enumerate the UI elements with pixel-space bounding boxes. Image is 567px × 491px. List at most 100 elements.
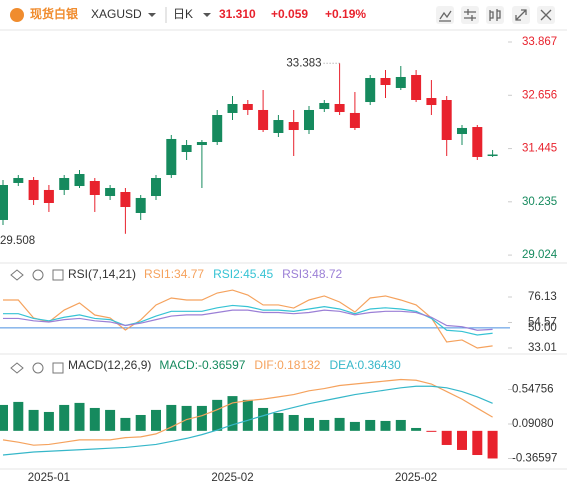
macd-controls[interactable] (10, 362, 64, 374)
histogram-bar (59, 404, 70, 431)
histogram-bar (441, 430, 452, 445)
eye-icon[interactable] (10, 362, 24, 374)
y-tick-label: 54.57 (528, 317, 557, 329)
candle-body (105, 187, 116, 197)
candle-body (441, 100, 452, 140)
chart-type-icon[interactable] (489, 9, 501, 21)
histogram-bar (89, 407, 100, 431)
logo-text: 现货白银 (30, 6, 79, 21)
histogram-bar (487, 430, 498, 459)
indicator-line (3, 309, 493, 331)
candle-body (0, 185, 8, 220)
legend-entry: RSI3:48.72 (282, 267, 342, 281)
indicator-button[interactable] (461, 6, 479, 24)
candle-body (181, 145, 192, 153)
candle-body (426, 98, 437, 106)
max-label: 33.383 (286, 57, 321, 69)
candle-body (212, 115, 223, 143)
histogram-bar (212, 399, 223, 431)
menu-icon[interactable] (52, 269, 64, 281)
histogram-bar (273, 412, 284, 431)
candle-body (227, 104, 238, 113)
rsi-controls[interactable] (10, 269, 64, 281)
settings-icon[interactable] (32, 362, 44, 374)
histogram-bar (105, 409, 116, 431)
histogram-bar (411, 427, 422, 431)
legend-entry: DEA:0.36430 (329, 358, 401, 372)
price: 31.310 (219, 7, 256, 21)
legend-entry: DIF:0.18132 (254, 358, 320, 372)
chart-type-button[interactable] (486, 6, 504, 24)
histogram-bar (43, 411, 54, 431)
y-tick-label: 32.656 (522, 89, 557, 101)
candle-body (59, 178, 70, 190)
y-tick-label: 0.54756 (512, 384, 554, 396)
candle-body (151, 178, 161, 197)
histogram-bar (166, 404, 177, 431)
histogram-bar (395, 419, 406, 431)
fullscreen-icon[interactable] (515, 9, 527, 21)
histogram-bar (196, 405, 207, 431)
histogram-bar (120, 417, 131, 431)
dropdown-arrow[interactable] (203, 13, 211, 17)
indicator-line (2, 385, 493, 456)
draw-icon[interactable] (439, 10, 452, 22)
candle-body (258, 109, 269, 131)
period[interactable]: 日K (173, 7, 193, 21)
histogram-bar (258, 407, 269, 431)
histogram-bar (365, 419, 376, 431)
candle-body (242, 104, 253, 110)
candle-body (457, 127, 467, 135)
settings-icon[interactable] (32, 269, 44, 281)
y-tick-label: 50.00 (528, 322, 557, 334)
candle-body (74, 174, 85, 187)
y-tick-label: 30.235 (522, 196, 557, 208)
candle-body (135, 197, 146, 213)
indicator-icon[interactable] (464, 9, 476, 21)
histogram-bar (0, 404, 8, 431)
x-tick-label: 2025-02 (395, 472, 437, 484)
candle-body (395, 76, 406, 88)
candle-body (288, 121, 299, 131)
x-tick-label: 2025-01 (28, 472, 70, 484)
toolbar: 现货白银 XAGUSD 日K 31.310 +0.059 +0.19% (0, 6, 567, 31)
y-tick-label: 29.024 (522, 249, 558, 261)
histogram-bar (28, 409, 39, 431)
y-tick-label: 31.445 (522, 143, 557, 155)
indicator-title: MACD(12,26,9) (68, 358, 151, 372)
candle-body (13, 178, 24, 183)
y-tick-label: 0.09080 (512, 418, 554, 430)
candle-body (166, 138, 177, 176)
menu-icon[interactable] (52, 362, 64, 374)
y-tick-label: 33.867 (522, 36, 557, 48)
symbol[interactable]: XAGUSD (91, 7, 142, 21)
close-icon[interactable] (540, 9, 552, 21)
candle-body (380, 78, 391, 85)
indicator-line (2, 378, 493, 446)
change-percent: +0.19% (325, 7, 366, 21)
candle-body (89, 181, 100, 195)
x-tick-label: 2025-02 (211, 472, 253, 484)
min-label: 29.508 (0, 235, 35, 247)
histogram-bar (135, 414, 146, 431)
histogram-bar (472, 430, 483, 456)
indicator-line (3, 289, 493, 349)
candle-body (273, 120, 284, 133)
eye-icon[interactable] (10, 269, 24, 281)
candle-body (411, 75, 422, 101)
histogram-bar (426, 430, 437, 432)
histogram-bar (227, 396, 238, 431)
y-tick-label: -0.36597 (512, 453, 557, 465)
dropdown-arrow[interactable] (148, 13, 156, 17)
candle-body (120, 191, 131, 208)
candle-body (334, 104, 345, 113)
histogram-bar (349, 421, 360, 431)
change: +0.059 (271, 7, 308, 21)
histogram-bar (457, 430, 467, 450)
histogram-bar (304, 417, 314, 431)
histogram-bar (74, 402, 85, 431)
histogram-bar (380, 420, 391, 431)
indicator-line (3, 304, 493, 336)
histogram-bar (319, 419, 330, 431)
